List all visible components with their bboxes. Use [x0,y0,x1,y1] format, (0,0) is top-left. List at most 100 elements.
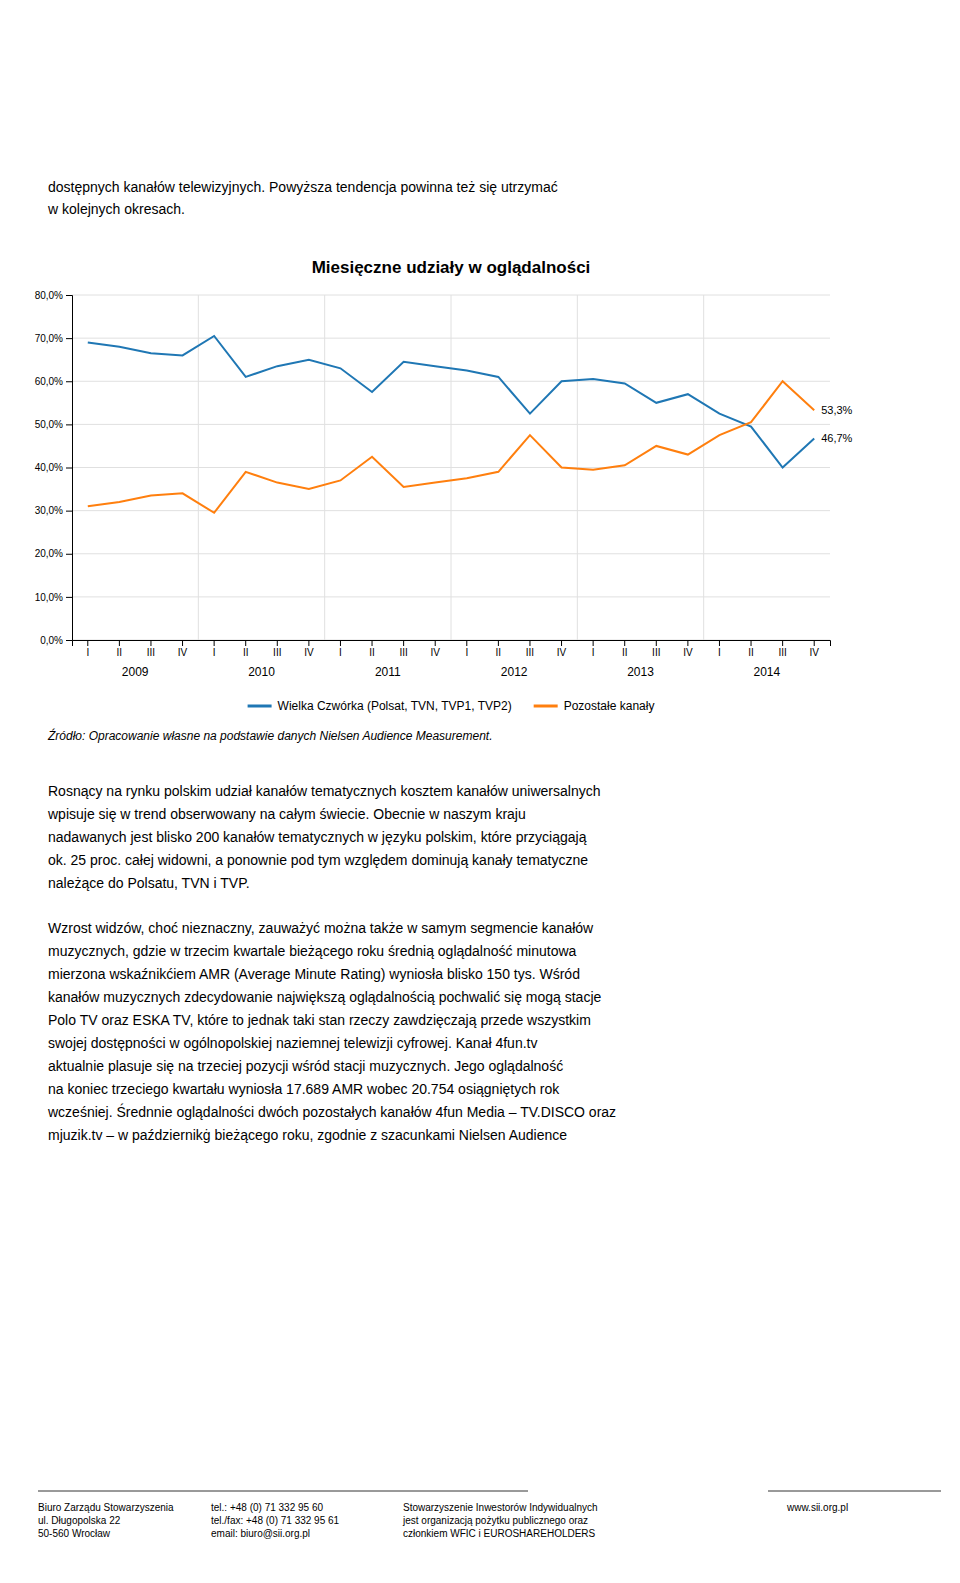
body-text: wpisuje się w trend obserwowany na całym… [47,806,526,822]
x-tick-mark [214,640,215,646]
footer-text: 50-560 Wrocław [38,1528,111,1539]
x-tick-label: IV [430,647,440,658]
x-tick: IV [809,640,819,658]
x-tick: II [748,640,754,658]
x-tick-label: II [496,647,502,658]
y-tick: 40,0% [35,462,72,473]
footer-text: członkiem WFIC i EUROSHAREHOLDERS [403,1528,596,1539]
x-tick-mark [624,640,625,646]
x-tick: III [652,640,660,658]
x-tick: IV [304,640,314,658]
x-tick: I [592,640,595,658]
x-tick-label: II [622,647,628,658]
year-label: 2009 [122,665,149,679]
body-text: ok. 25 proc. całej widowni, a ponownie p… [48,852,588,868]
x-tick-mark [529,640,530,646]
y-tick: 80,0% [35,290,72,301]
footer-text: ul. Długopolska 22 [38,1515,121,1526]
year-label: 2014 [753,665,780,679]
x-tick-label: III [778,647,786,658]
body-text: mjuzik.tv – w październikġ bieżącego rok… [48,1127,567,1143]
y-tick-label: 50,0% [35,419,63,430]
body-text: Polo TV oraz ESKA TV, które to jednak ta… [48,1012,591,1028]
x-tick: II [622,640,628,658]
y-tick-label: 0,0% [40,635,63,646]
x-tick-mark [593,640,594,646]
year-separator [577,295,578,640]
y-tick-mark [66,597,72,598]
series-line [88,336,814,468]
x-tick-mark [435,640,436,646]
body-text: Wzrost widzów, choć nieznaczny, zauważyć… [48,920,594,936]
body-text: wcześniej. Średnnie oglądalności dwóch p… [47,1103,616,1120]
legend-swatch [534,705,558,708]
y-tick-label: 80,0% [35,290,63,301]
y-tick-label: 10,0% [35,592,63,603]
year-label: 2010 [248,665,275,679]
x-tick-mark [656,640,657,646]
x-tick-mark [245,640,246,646]
x-tick: IV [557,640,567,658]
y-tick-mark [66,511,72,512]
y-tick: 10,0% [35,592,72,603]
footer-rule [768,1491,941,1492]
body-text: na koniec trzeciego kwartału wyniosła 17… [48,1081,560,1097]
y-tick-mark [66,554,72,555]
x-tick-label: III [147,647,155,658]
x-tick-mark [87,640,88,646]
x-tick: I [465,640,468,658]
y-tick-mark [66,468,72,469]
x-tick: II [243,640,249,658]
y-tick-mark [66,640,72,641]
x-tick: III [526,640,534,658]
x-tick-mark [498,640,499,646]
x-tick: IV [683,640,693,658]
x-tick-label: IV [178,647,188,658]
x-tick-label: IV [304,647,314,658]
x-tick: III [778,640,786,658]
body-text: Rosnący na rynku polskim udział kanałów … [48,783,600,799]
chart: 0,0% 10,0% 20,0% 30,0% 40,0% 50,0% 60,0% 70,0% 8… [35,290,853,679]
y-tick-mark [66,338,72,339]
footer-text: tel.: +48 (0) 71 332 95 60 [211,1502,323,1513]
x-tick-label: II [117,647,123,658]
x-tick-mark [751,640,752,646]
y-axis: 0,0% 10,0% 20,0% 30,0% 40,0% 50,0% 60,0% 70,0% 8… [35,290,73,646]
x-tick: III [399,640,407,658]
x-tick-label: III [399,647,407,658]
footer-text: tel./fax: +48 (0) 71 332 95 61 [211,1515,340,1526]
x-tick: III [147,640,155,658]
source-text: Źródło: Opracowanie własne na podstawie … [47,728,492,743]
y-tick: 0,0% [40,635,72,646]
x-tick-label: I [86,647,89,658]
x-tick-mark [150,640,151,646]
x-tick: II [369,640,375,658]
chart-title: Miesięczne udziały w oglądalności [312,258,591,277]
x-tick-label: I [339,647,342,658]
y-tick-mark [66,381,72,382]
x-tick-mark [466,640,467,646]
y-tick-label: 60,0% [35,376,63,387]
x-axis: IIIIIIIVIIIIIIIVIIIIIIIVIIIIIIIVIIIIIIIV… [73,640,831,658]
legend-item: Wielka Czwórka (Polsat, TVN, TVP1, TVP2) [248,699,512,713]
footer-text: jest organizacją pożytku publicznego ora… [402,1515,588,1526]
legend: Wielka Czwórka (Polsat, TVN, TVP1, TVP2)… [248,699,655,713]
x-tick-label: I [213,647,216,658]
x-tick-mark [277,640,278,646]
series-line [88,381,814,513]
year-separators [198,295,703,640]
x-axis-line [73,641,831,647]
x-tick-mark [403,640,404,646]
y-tick: 30,0% [35,505,72,516]
x-tick: II [496,640,502,658]
x-tick: I [86,640,89,658]
y-axis-line [66,296,73,641]
body-text: muzycznych, gdzie w trzecim kwartale bie… [48,943,577,959]
x-tick: II [117,640,123,658]
year-label: 2013 [627,665,654,679]
x-tick-label: I [592,647,595,658]
y-tick: 20,0% [35,548,72,559]
annotation: 46,7% [821,432,852,444]
x-tick-label: III [273,647,281,658]
y-tick: 70,0% [35,333,72,344]
